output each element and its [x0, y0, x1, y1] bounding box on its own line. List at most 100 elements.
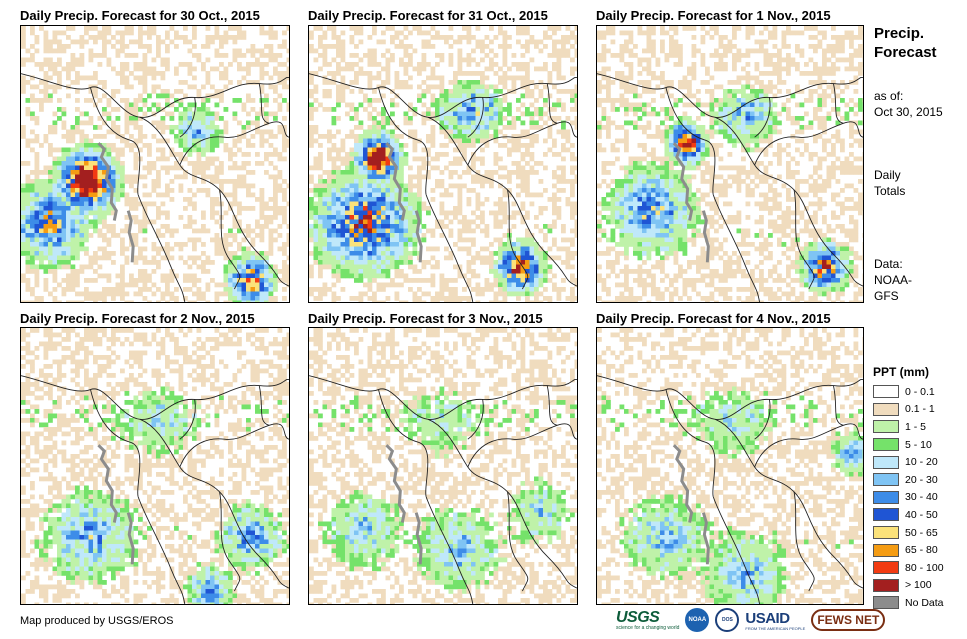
legend-item: 5 - 10: [873, 436, 944, 454]
precip-field: [309, 26, 577, 302]
forecast-map-4: [20, 327, 290, 605]
fews-net-logo: FEWS NET: [811, 609, 886, 631]
no-data-coast: [672, 444, 710, 565]
panel-title-2: Daily Precip. Forecast for 31 Oct., 2015: [308, 8, 548, 23]
data-source-line-2: NOAA-: [874, 273, 913, 287]
legend-label: 0 - 0.1: [905, 385, 935, 398]
legend-title: PPT (mm): [873, 365, 930, 379]
map-title-line-1: Precip.: [874, 25, 925, 42]
forecast-map-1: [20, 25, 290, 303]
usaid-logo: USAID FROM THE AMERICAN PEOPLE: [745, 610, 805, 631]
usaid-logo-text: USAID: [745, 609, 790, 627]
panel-title-5: Daily Precip. Forecast for 3 Nov., 2015: [308, 311, 543, 326]
legend-swatch: [873, 420, 899, 434]
panel-title-6: Daily Precip. Forecast for 4 Nov., 2015: [596, 311, 831, 326]
legend-swatch: [873, 385, 899, 399]
precip-field: [21, 328, 289, 604]
legend-label: 40 - 50: [905, 508, 938, 521]
no-data-coast: [385, 142, 423, 263]
precip-field: [597, 328, 863, 604]
precip-field: [21, 26, 289, 302]
data-source: Data: NOAA- GFS: [874, 256, 912, 304]
forecast-map-6: [596, 327, 864, 605]
no-data-coast: [97, 142, 135, 263]
usgs-logo-text: USGS: [616, 609, 660, 626]
country-borders: [309, 375, 577, 604]
state-department-seal-text: DOS: [721, 617, 733, 623]
forecast-map-5: [308, 327, 578, 605]
legend-item: 10 - 20: [873, 453, 944, 471]
as-of-date: as of: Oct 30, 2015: [874, 88, 943, 120]
precip-field: [309, 328, 577, 604]
legend-swatch: [873, 455, 899, 469]
country-borders: [21, 375, 289, 604]
legend-label: 20 - 30: [905, 473, 938, 486]
legend-rows: 0 - 0.1 0.1 - 1 1 - 5 5 - 10 10 - 20 20 - 30 3…: [873, 383, 944, 612]
legend-item: 0.1 - 1: [873, 401, 944, 419]
legend-swatch: [873, 578, 899, 592]
legend-item: 0 - 0.1: [873, 383, 944, 401]
no-data-coast: [385, 444, 423, 565]
legend-item: 80 - 100: [873, 559, 944, 577]
legend-label: 30 - 40: [905, 491, 938, 504]
precip-grid-cells: [309, 26, 577, 302]
fews-net-logo-text: FEWS NET: [817, 613, 880, 627]
no-data-coast: [97, 444, 135, 565]
legend-label: > 100: [905, 579, 932, 592]
partner-logos: USGS science for a changing world NOAA D…: [616, 606, 886, 634]
precip-grid-cells: [597, 26, 863, 302]
legend-item: > 100: [873, 577, 944, 595]
map-title-line-2: Forecast: [874, 44, 937, 61]
as-of-label: as of:: [874, 89, 904, 103]
legend-label: 0.1 - 1: [905, 403, 935, 416]
state-department-seal: DOS: [715, 608, 740, 632]
legend-swatch: [873, 508, 899, 522]
daily-totals-line-2: Totals: [874, 184, 906, 198]
legend-swatch: [873, 596, 899, 610]
noaa-logo-text: NOAA: [688, 617, 707, 623]
legend-label: No Data: [905, 596, 944, 609]
map-title: Precip. Forecast: [874, 24, 937, 62]
daily-totals-line-1: Daily: [874, 168, 901, 182]
precip-field: [597, 26, 863, 302]
precip-grid-cells: [21, 26, 289, 302]
legend-swatch: [873, 402, 899, 416]
map-credit: Map produced by USGS/EROS: [20, 615, 174, 627]
precip-grid-cells: [597, 328, 863, 604]
legend-item: 30 - 40: [873, 489, 944, 507]
legend-item: 65 - 80: [873, 541, 944, 559]
forecast-map-3: [596, 25, 864, 303]
precip-grid-cells: [309, 328, 577, 604]
legend-label: 10 - 20: [905, 456, 938, 469]
data-source-line-1: Data:: [874, 257, 903, 271]
legend-label: 65 - 80: [905, 544, 938, 557]
data-source-line-3: GFS: [874, 289, 899, 303]
legend-item: 20 - 30: [873, 471, 944, 489]
legend-label: 5 - 10: [905, 438, 932, 451]
legend-label: 50 - 65: [905, 526, 938, 539]
legend-label: 80 - 100: [905, 561, 944, 574]
usgs-logo: USGS science for a changing world: [616, 609, 679, 631]
as-of-value: Oct 30, 2015: [874, 105, 943, 119]
legend-swatch: [873, 438, 899, 452]
legend-swatch: [873, 473, 899, 487]
legend-item: 50 - 65: [873, 524, 944, 542]
country-borders: [21, 73, 289, 302]
legend-item: 1 - 5: [873, 418, 944, 436]
daily-totals-note: Daily Totals: [874, 167, 905, 199]
legend-item: 40 - 50: [873, 506, 944, 524]
noaa-logo: NOAA: [685, 608, 710, 632]
country-borders: [309, 73, 577, 302]
panel-title-4: Daily Precip. Forecast for 2 Nov., 2015: [20, 311, 255, 326]
legend-item: No Data: [873, 594, 944, 612]
country-borders: [597, 73, 863, 302]
legend-label: 1 - 5: [905, 420, 927, 433]
legend-swatch: [873, 490, 899, 504]
legend-swatch: [873, 543, 899, 557]
panel-title-1: Daily Precip. Forecast for 30 Oct., 2015: [20, 8, 260, 23]
forecast-map-2: [308, 25, 578, 303]
legend-swatch: [873, 561, 899, 575]
precip-grid-cells: [21, 328, 289, 604]
no-data-coast: [672, 142, 710, 263]
legend-swatch: [873, 526, 899, 540]
